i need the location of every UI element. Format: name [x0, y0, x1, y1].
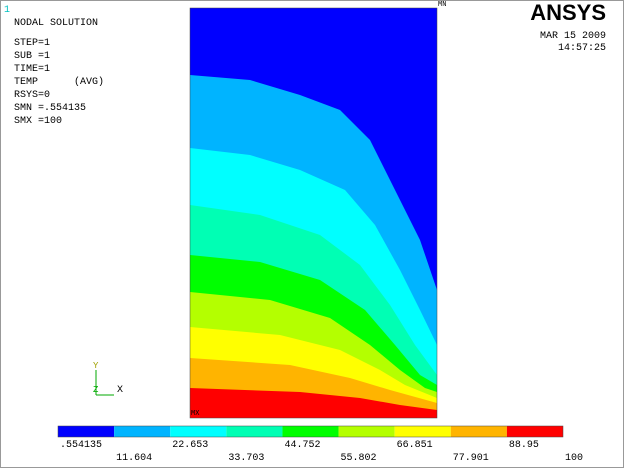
- legend-swatch: [450, 426, 507, 437]
- triad-z: Z: [93, 385, 99, 395]
- triad: Y Z X: [93, 361, 123, 396]
- legend-label: 88.95: [509, 440, 539, 451]
- triad-x: X: [117, 385, 123, 396]
- info-line: SUB =1: [14, 51, 50, 62]
- info-line: TEMP (AVG): [14, 76, 104, 88]
- info-line: STEP=1: [14, 38, 50, 49]
- info-line: TIME=1: [14, 64, 50, 75]
- plot-outline: [189, 7, 438, 419]
- triad-y: Y: [93, 361, 99, 371]
- legend-swatch: [170, 426, 227, 437]
- info-line: RSYS=0: [14, 90, 50, 101]
- window-number: 1: [4, 5, 10, 16]
- legend-swatch: [226, 426, 283, 437]
- max-marker: MX: [191, 410, 200, 418]
- legend-swatch: [58, 426, 115, 437]
- info-line: SMX =100: [14, 116, 62, 127]
- band: [190, 388, 437, 418]
- date: MAR 15 2009: [540, 31, 606, 42]
- legend-label: 55.802: [341, 453, 377, 464]
- legend: .554135 22.653 44.752 66.851 88.95 11.604 33.7…: [57, 425, 583, 464]
- legend-label: 100: [565, 453, 583, 464]
- legend-swatch: [114, 426, 171, 437]
- legend-swatch: [338, 426, 395, 437]
- legend-label: .554135: [60, 440, 102, 451]
- info-title: NODAL SOLUTION: [14, 18, 98, 29]
- legend-outline: [57, 425, 564, 438]
- legend-swatch: [506, 426, 563, 437]
- legend-label: 77.901: [453, 453, 489, 464]
- legend-label: 44.752: [284, 440, 320, 451]
- legend-swatch: [282, 426, 339, 437]
- legend-label: 33.703: [228, 453, 264, 464]
- time: 14:57:25: [558, 43, 606, 54]
- info-line: SMN =.554135: [14, 103, 86, 114]
- legend-label: 22.653: [172, 440, 208, 451]
- min-marker: MN: [438, 1, 446, 9]
- legend-label: 66.851: [397, 440, 433, 451]
- legend-swatch: [394, 426, 451, 437]
- legend-label: 11.604: [116, 453, 152, 464]
- logo: ANSYS: [530, 0, 606, 25]
- contour-plot: [189, 7, 438, 419]
